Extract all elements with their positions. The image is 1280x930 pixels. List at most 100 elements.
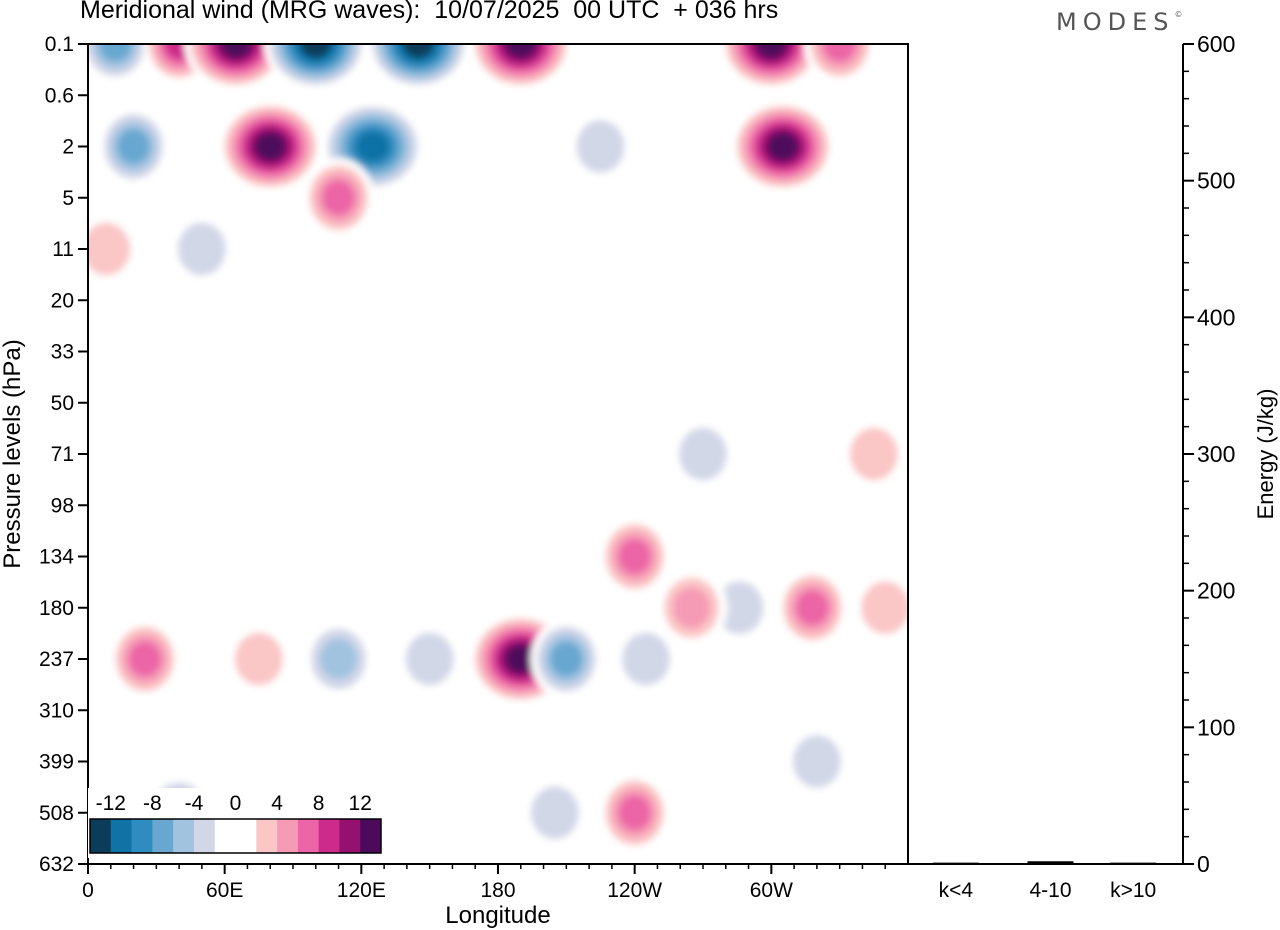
x-tick-label: 180 xyxy=(480,879,515,902)
colorbar-swatch xyxy=(152,819,174,853)
chart-title: Meridional wind (MRG waves): 10/07/2025 … xyxy=(80,0,779,24)
contour-mark xyxy=(618,539,651,574)
y-tick-label: 180 xyxy=(39,597,74,620)
colorbar-label: 8 xyxy=(313,792,325,815)
energy-category-label: k<4 xyxy=(939,879,974,902)
contour-field xyxy=(88,44,908,864)
contour-mark xyxy=(823,44,856,62)
energy-category-label: 4-10 xyxy=(1029,879,1071,902)
colorbar-swatch xyxy=(318,819,340,853)
colorbar-swatch xyxy=(235,819,257,853)
x-tick-label: 120W xyxy=(607,879,662,902)
colorbar-label: 12 xyxy=(349,792,372,815)
colorbar-swatch xyxy=(90,819,112,853)
x-tick-label: 120E xyxy=(337,879,386,902)
colorbar-swatch xyxy=(110,819,133,853)
energy-bar xyxy=(932,862,979,864)
contour-mark xyxy=(530,786,579,840)
y-tick-label: 5 xyxy=(62,187,74,210)
contour-mark xyxy=(322,180,355,216)
colorbar-legend: -12 -8 -4 0 4 8 12 xyxy=(88,788,383,858)
energy-tick-label: 200 xyxy=(1197,578,1235,604)
colorbar-swatch xyxy=(339,819,361,853)
contour-mark xyxy=(234,632,283,686)
contour-mark xyxy=(679,427,727,481)
x-tick-label: 60E xyxy=(206,879,243,902)
energy-tick-label: 0 xyxy=(1197,851,1210,877)
x-tick-label: 60W xyxy=(750,879,793,902)
energy-tick-label: 400 xyxy=(1197,304,1235,330)
y-tick-label: 632 xyxy=(39,853,74,876)
colorbar-swatch xyxy=(360,819,382,853)
energy-bar xyxy=(1027,861,1074,864)
contour-mark xyxy=(177,222,226,276)
x-tick-label: 0 xyxy=(82,879,94,902)
colorbar-label: 4 xyxy=(271,792,283,815)
contour-mark xyxy=(300,44,331,58)
y-tick-label: 71 xyxy=(51,443,74,466)
colorbar-label: 0 xyxy=(230,792,242,815)
y-tick-label: 310 xyxy=(39,699,74,722)
energy-tick-label: 600 xyxy=(1197,31,1235,57)
energy-category-label: k>10 xyxy=(1110,879,1156,902)
y-tick-label: 20 xyxy=(51,289,74,312)
contour-mark xyxy=(427,209,500,289)
y-tick-label: 33 xyxy=(51,341,74,364)
contour-mark xyxy=(200,414,273,494)
y-tick-label: 237 xyxy=(39,648,74,671)
contour-mark xyxy=(505,645,536,673)
colorbar-swatch xyxy=(256,819,278,853)
y-tick-label: 50 xyxy=(51,392,74,415)
contour-mark xyxy=(767,132,798,161)
y-tick-label: 399 xyxy=(39,751,74,774)
colorbar-swatch xyxy=(277,819,299,853)
contour-mark xyxy=(622,632,671,686)
contour-mark xyxy=(319,638,358,680)
y-tick-label: 0.6 xyxy=(45,84,74,107)
contour-mark xyxy=(861,581,908,635)
colorbar-label: -4 xyxy=(185,792,204,815)
contour-mark xyxy=(99,44,132,62)
contour-mark xyxy=(849,427,898,481)
contour-mark xyxy=(756,44,787,58)
colorbar-label: -8 xyxy=(143,792,162,815)
y-tick-label: 0.1 xyxy=(45,33,74,56)
contour-mark xyxy=(279,260,352,341)
contour-mark xyxy=(128,641,161,677)
contour-mark xyxy=(255,132,286,161)
contour-mark xyxy=(356,131,390,162)
colorbar-swatch xyxy=(173,819,195,853)
contour-mark xyxy=(405,632,454,686)
x-axis-label: Longitude xyxy=(445,902,550,929)
contour-mark xyxy=(403,44,434,58)
y-tick-label: 11 xyxy=(52,238,74,261)
contour-mark xyxy=(712,311,785,392)
colorbar-swatch xyxy=(297,819,320,853)
energy-tick-label: 500 xyxy=(1197,168,1235,194)
y-tick-label: 98 xyxy=(51,494,74,517)
energy-tick-label: 300 xyxy=(1197,441,1235,467)
y-tick-label: 2 xyxy=(62,136,74,159)
contour-mark xyxy=(618,795,651,831)
energy-axis-label: Energy (J/kg) xyxy=(1253,389,1278,520)
contour-mark xyxy=(792,735,841,788)
colorbar-swatch xyxy=(131,819,153,853)
y-tick-label: 508 xyxy=(39,802,74,825)
contour-mark xyxy=(88,222,131,276)
energy-bar xyxy=(1110,862,1157,864)
contour-mark xyxy=(672,587,711,629)
y-axis-label: Pressure levels (hPa) xyxy=(0,339,26,568)
colorbar-swatch xyxy=(193,819,216,853)
contour-mark xyxy=(576,120,625,173)
contour-mark xyxy=(382,824,455,864)
energy-tick-label: 100 xyxy=(1197,714,1235,740)
contour-mark xyxy=(220,44,252,58)
contour-mark xyxy=(505,44,536,58)
contour-mark xyxy=(715,581,764,635)
contour-mark xyxy=(88,465,147,546)
contour-mark xyxy=(117,129,150,164)
y-tick-label: 134 xyxy=(39,546,74,569)
colorbar-swatch xyxy=(214,819,236,853)
contour-mark xyxy=(550,641,583,677)
